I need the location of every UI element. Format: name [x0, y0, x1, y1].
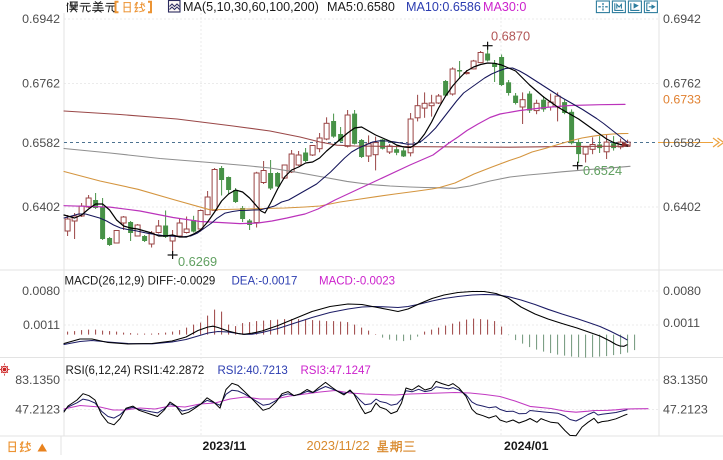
svg-text:83.1350: 83.1350 — [15, 373, 60, 387]
svg-text:0.0011: 0.0011 — [663, 316, 700, 330]
svg-text:0.6870: 0.6870 — [491, 29, 530, 44]
svg-text:47.2123: 47.2123 — [15, 403, 60, 417]
svg-text:0.6402: 0.6402 — [663, 200, 701, 214]
svg-text:2023/11: 2023/11 — [203, 439, 247, 453]
svg-text:DEA:-0.0017: DEA:-0.0017 — [232, 276, 298, 288]
svg-text:RSI2:40.7213: RSI2:40.7213 — [218, 365, 288, 377]
svg-text:0.6762: 0.6762 — [663, 77, 701, 91]
svg-text:0.6942: 0.6942 — [22, 12, 60, 26]
svg-text:0.0011: 0.0011 — [23, 318, 60, 332]
svg-text:MA(5,10,30,60,100,200): MA(5,10,30,60,100,200) — [183, 0, 319, 14]
svg-text:0.6942: 0.6942 — [663, 12, 701, 26]
svg-text:0.0080: 0.0080 — [22, 284, 60, 298]
svg-text:RSI(6,12,24) RSI1:42.2872: RSI(6,12,24) RSI1:42.2872 — [66, 365, 205, 377]
svg-text:0.0080: 0.0080 — [663, 284, 701, 298]
svg-text:0.6524: 0.6524 — [583, 163, 622, 178]
svg-text:MA5:0.6580: MA5:0.6580 — [327, 0, 395, 14]
svg-text:0.6582: 0.6582 — [663, 136, 701, 150]
svg-text:0.6582: 0.6582 — [22, 136, 60, 150]
svg-text:RSI3:47.1247: RSI3:47.1247 — [301, 365, 371, 377]
svg-text:MA30:0: MA30:0 — [483, 0, 526, 14]
svg-text:0.6269: 0.6269 — [178, 254, 217, 269]
svg-text:2024/01: 2024/01 — [504, 439, 549, 453]
svg-text:83.1350: 83.1350 — [663, 373, 708, 387]
svg-text:2023/11/22: 2023/11/22 — [307, 438, 370, 453]
svg-text:47.2123: 47.2123 — [663, 403, 708, 417]
svg-text:MACD:-0.0023: MACD:-0.0023 — [319, 276, 395, 288]
svg-text:MA10:0.6586: MA10:0.6586 — [406, 0, 481, 14]
svg-text:0.6402: 0.6402 — [22, 200, 60, 214]
svg-text:0.6733: 0.6733 — [663, 93, 701, 107]
svg-text:0.6762: 0.6762 — [22, 77, 60, 91]
svg-text:MACD(26,12,9) DIFF:-0.0029: MACD(26,12,9) DIFF:-0.0029 — [65, 276, 216, 288]
